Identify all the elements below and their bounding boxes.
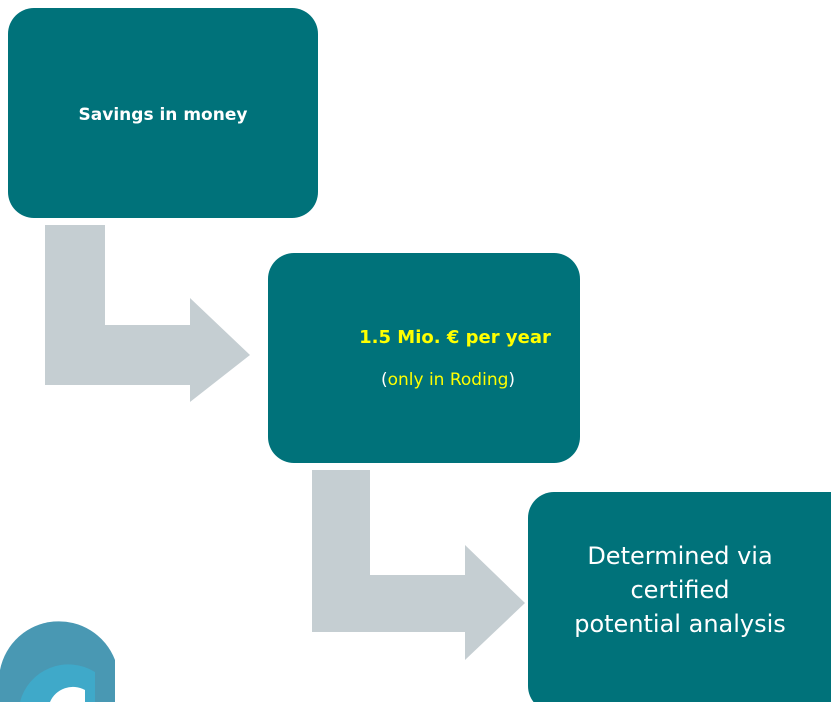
node-box bbox=[8, 8, 318, 218]
node-line: potential analysis bbox=[574, 610, 786, 638]
arrow bbox=[45, 225, 250, 402]
note: only in Roding bbox=[388, 370, 509, 390]
node-label: Savings in money bbox=[79, 105, 248, 125]
node-note: (only in Roding) bbox=[381, 370, 515, 390]
node-line: Determined via bbox=[587, 542, 772, 570]
node-box bbox=[268, 253, 580, 463]
node-label: 1.5 Mio. € per year bbox=[359, 327, 551, 348]
paren: ) bbox=[508, 370, 515, 390]
logo bbox=[0, 621, 115, 702]
arrow bbox=[312, 470, 525, 660]
paren: ( bbox=[381, 370, 388, 390]
node-line: certified bbox=[630, 576, 729, 604]
node-box bbox=[528, 492, 831, 702]
